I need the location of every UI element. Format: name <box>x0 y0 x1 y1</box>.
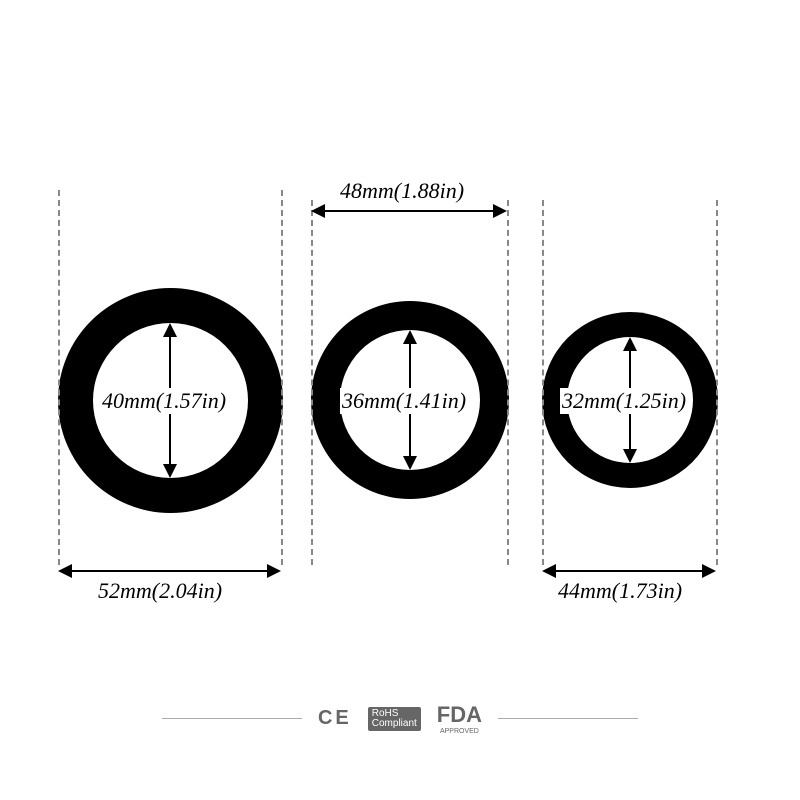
dash-line <box>716 200 718 565</box>
inner-dim-label: 36mm(1.41in) <box>340 388 468 414</box>
rohs-badge: RoHSCompliant <box>368 707 421 731</box>
dash-line <box>507 200 509 565</box>
ce-mark-icon: CE <box>318 707 352 730</box>
dash-line <box>311 200 313 565</box>
outer-dim-label: 48mm(1.88in) <box>340 178 464 204</box>
inner-dim-label: 32mm(1.25in) <box>560 388 688 414</box>
outer-dim-label: 52mm(2.04in) <box>98 578 222 604</box>
inner-dim-label: 40mm(1.57in) <box>100 388 228 414</box>
certification-row: CE RoHSCompliant FDA APPROVED <box>0 702 800 735</box>
diagram-canvas: { "background":"#ffffff", "ring_color":"… <box>0 0 800 800</box>
fda-badge: FDA APPROVED <box>437 702 482 735</box>
dash-line <box>281 190 283 565</box>
divider-line <box>498 718 638 719</box>
divider-line <box>162 718 302 719</box>
dim-arrow-outer <box>60 570 279 572</box>
dash-line <box>542 200 544 565</box>
dim-arrow-outer <box>544 570 714 572</box>
outer-dim-label: 44mm(1.73in) <box>558 578 682 604</box>
dim-arrow-outer <box>313 210 505 212</box>
dash-line <box>58 190 60 565</box>
